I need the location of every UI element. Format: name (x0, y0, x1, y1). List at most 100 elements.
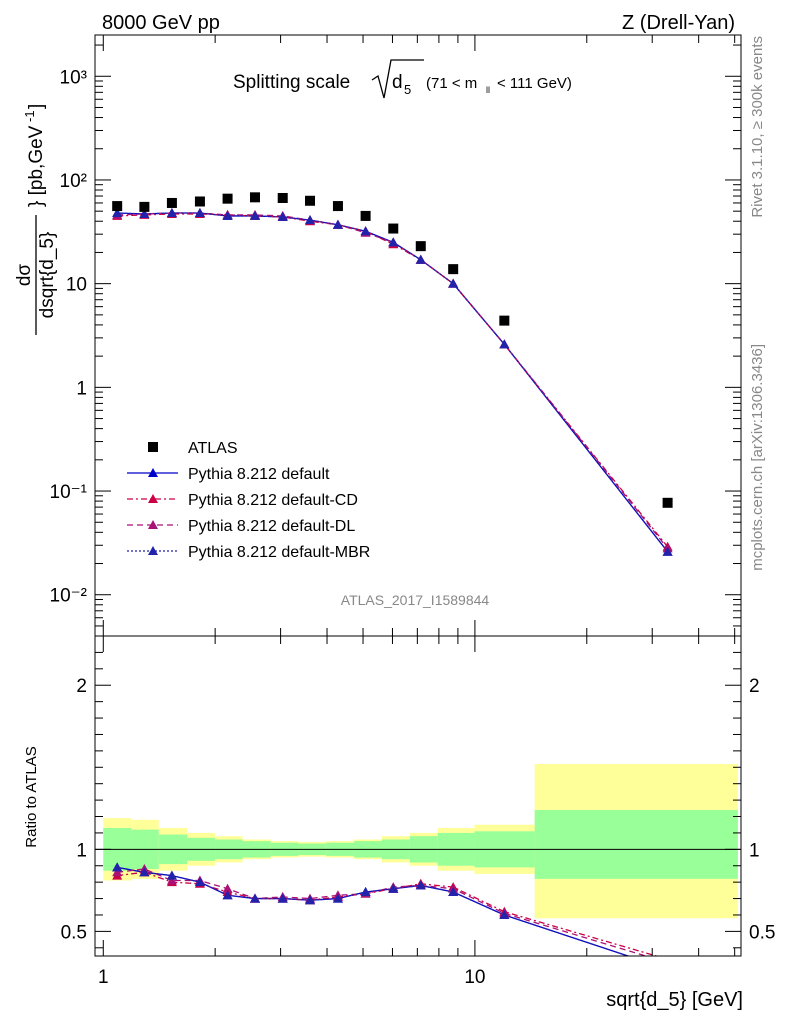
main-marker-mbr (222, 210, 233, 220)
ratio-marker-mbr (222, 890, 233, 900)
ratio-marker-mbr (499, 909, 510, 919)
atlas-data-point (249, 192, 260, 203)
atlas-data-point (332, 201, 343, 212)
atlas-data-point (305, 195, 316, 206)
ratio-ylabel: Ratio to ATLAS (23, 746, 40, 847)
ratio-y-tick-label: 2 (76, 676, 87, 697)
ratio-axis-ticks: 1 10 0.5 0.5 1 1 2 2 (61, 636, 775, 988)
svg-text:} [pb,GeV: } [pb,GeV (26, 125, 47, 207)
svg-text:dσ: dσ (14, 264, 35, 287)
ratio-series-group (112, 862, 659, 956)
main-plot-layer (112, 192, 673, 556)
atlas-data-point (194, 196, 205, 207)
atlas-data-point (360, 210, 371, 221)
main-panel: 10⁻² 10⁻¹ 1 10 10² 10³ Splitting scale d 5 (7… (14, 34, 742, 637)
ratio-marker-mbr (388, 883, 399, 893)
main-title: Splitting scale (233, 72, 350, 93)
ratio-y-tick-label: 0.5 (61, 922, 87, 943)
y-tick-label: 10² (60, 171, 87, 192)
main-marker-mbr (277, 211, 288, 221)
ratio-marker-mbr (139, 867, 150, 877)
side-text-bottom: mcplots.cern.ch [arXiv:1306.3436] (749, 344, 766, 571)
ratio-panel: 1 10 0.5 0.5 1 1 2 2 Ratio to ATLAS (23, 635, 775, 988)
ratio-marker-dl (166, 875, 177, 885)
ratio-line-dl (117, 868, 649, 956)
ratio-y-tick-label: 1 (76, 840, 87, 861)
svg-text:d: d (392, 72, 403, 93)
svg-text:5: 5 (404, 82, 411, 97)
ratio-y-tick-label: 1 (749, 840, 760, 861)
ratio-marker-mbr (332, 893, 343, 903)
ratio-marker-mbr (194, 877, 205, 887)
atlas-data-point (112, 201, 123, 212)
main-ylabel: dσ dsqrt{d_5} } [pb,GeV -1 ] (14, 104, 58, 335)
legend-label: Pythia 8.212 default (188, 466, 330, 483)
main-marker-mbr (388, 237, 399, 247)
x-axis-label: sqrt{d_5} [GeV] (606, 989, 743, 1011)
y-tick-label: 10⁻¹ (50, 482, 88, 503)
ratio-marker-mbr (166, 870, 177, 880)
legend-label: Pythia 8.212 default-MBR (188, 544, 370, 561)
ratio-marker-mbr (112, 862, 123, 872)
legend-marker-dl (148, 520, 158, 529)
header-left: 8000 GeV pp (102, 12, 220, 34)
atlas-data-point (222, 193, 233, 204)
y-tick-label: 10 (66, 275, 87, 296)
ratio-inner-band (534, 809, 738, 879)
title-range: (71 < m ll < 111 GeV) (426, 75, 572, 95)
atlas-data-point (448, 264, 459, 275)
main-marker-mbr (139, 208, 150, 218)
ratio-marker-mbr (415, 880, 426, 890)
ratio-marker-dl (222, 883, 233, 893)
sqrt-d5-symbol: d 5 (371, 59, 424, 99)
ratio-plot-layer (95, 764, 741, 956)
side-text-top: Rivet 3.1.10, ≥ 300k events (749, 36, 766, 218)
legend-marker-default (148, 468, 158, 477)
svg-text:ll: ll (486, 85, 490, 95)
main-marker-mbr (662, 546, 673, 556)
legend-label: ATLAS (188, 440, 238, 457)
legend-marker-cd (148, 494, 158, 503)
svg-text:-1: -1 (22, 110, 37, 122)
ratio-marker-mbr (249, 893, 260, 903)
atlas-data-point (277, 192, 288, 203)
header-right: Z (Drell-Yan) (622, 12, 735, 34)
legend-label: Pythia 8.212 default-CD (188, 492, 358, 509)
y-tick-label: 10⁻² (50, 586, 88, 607)
ratio-y-tick-label: 2 (749, 676, 760, 697)
ratio-marker-dl (112, 867, 123, 877)
main-marker-mbr (499, 339, 510, 349)
atlas-data-point (662, 497, 673, 508)
legend-label: Pythia 8.212 default-DL (188, 518, 355, 535)
y-tick-label: 1 (76, 378, 87, 399)
svg-text:dsqrt{d_5}: dsqrt{d_5} (37, 232, 58, 319)
main-marker-mbr (166, 208, 177, 218)
ratio-frame (94, 635, 742, 957)
main-marker-mbr (112, 208, 123, 218)
legend-marker-mbr (148, 546, 158, 555)
main-marker-mbr (415, 254, 426, 264)
legend-marker-atlas (148, 442, 158, 452)
main-axis-ticks: 10⁻² 10⁻¹ 1 10 10² 10³ (50, 35, 741, 637)
main-marker-mbr (332, 219, 343, 229)
ratio-marker-mbr (277, 893, 288, 903)
y-tick-label: 10³ (60, 67, 87, 88)
main-marker-mbr (360, 226, 371, 236)
ratio-marker-mbr (305, 895, 316, 905)
x-tick-label: 1 (98, 967, 109, 988)
x-tick-label: 10 (464, 967, 485, 988)
svg-text:(71 < m: (71 < m (426, 75, 477, 92)
atlas-data-point (139, 201, 150, 212)
atlas-data-point (388, 223, 399, 234)
atlas-data-point (499, 315, 510, 326)
ratio-y-tick-label: 0.5 (749, 922, 775, 943)
svg-text:< 111 GeV): < 111 GeV) (497, 75, 572, 92)
atlas-data-point (415, 241, 426, 252)
watermark: ATLAS_2017_I1589844 (341, 592, 490, 608)
main-marker-mbr (448, 278, 459, 288)
main-marker-mbr (194, 208, 205, 218)
ratio-marker-mbr (360, 887, 371, 896)
ratio-marker-mbr (448, 887, 459, 896)
main-line-cd (117, 213, 669, 548)
